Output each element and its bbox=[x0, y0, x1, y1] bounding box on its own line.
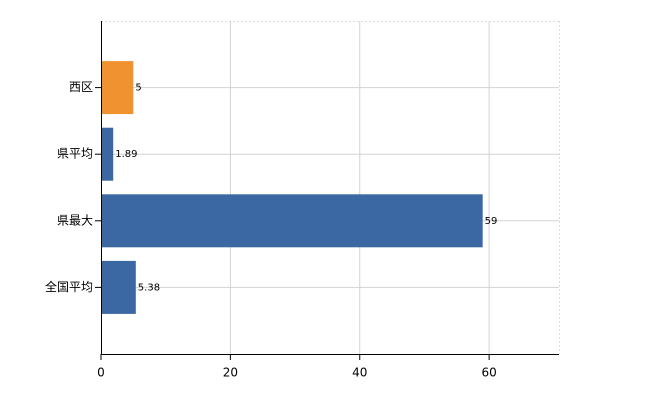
x-tick-label: 0 bbox=[97, 366, 105, 380]
y-tick-label: 県平均 bbox=[57, 147, 93, 161]
bar bbox=[101, 194, 483, 248]
x-tick-label: 60 bbox=[481, 366, 496, 380]
y-tick-label: 県最大 bbox=[57, 213, 93, 227]
bar bbox=[101, 260, 136, 314]
y-tick-label: 西区 bbox=[69, 80, 93, 94]
value-label: 5 bbox=[135, 83, 141, 94]
y-tick-label: 全国平均 bbox=[45, 279, 93, 294]
value-label: 59 bbox=[485, 216, 498, 227]
x-tick-label: 40 bbox=[352, 366, 367, 380]
x-tick-label: 20 bbox=[223, 366, 238, 380]
value-label: 5.38 bbox=[138, 282, 160, 293]
bar bbox=[101, 61, 134, 115]
bar bbox=[101, 127, 114, 181]
value-label: 1.89 bbox=[115, 149, 137, 160]
